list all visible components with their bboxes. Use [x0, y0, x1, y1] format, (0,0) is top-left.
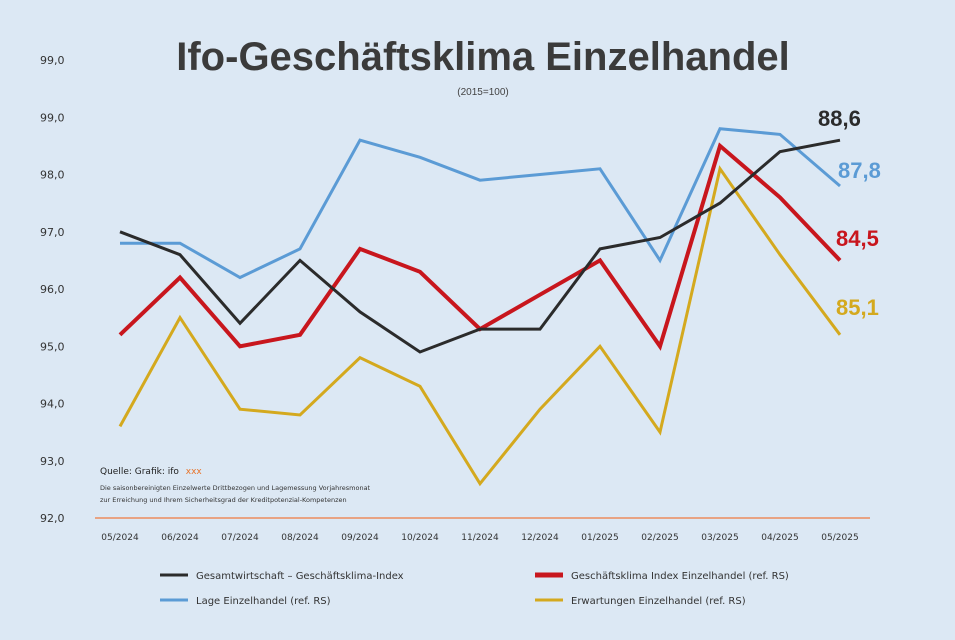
series-end-label: 85,1: [836, 295, 879, 320]
x-tick-label: 05/2024: [101, 533, 139, 543]
y-tick-label: 92,0: [40, 512, 65, 525]
legend-entry-label: Gesamtwirtschaft – Geschäftsklima-Index: [196, 571, 404, 582]
x-tick-label: 12/2024: [521, 533, 559, 543]
x-tick-label: 08/2024: [281, 533, 319, 543]
series-end-label: 84,5: [836, 226, 879, 251]
chart-title: Ifo-Geschäftsklima Einzelhandel: [176, 35, 790, 79]
x-tick-label: 05/2025: [821, 533, 858, 543]
x-tick-label: 07/2024: [221, 533, 259, 543]
series-end-label: 88,6: [818, 106, 861, 131]
chart-subtitle: (2015=100): [457, 87, 508, 98]
source-tag: xxx: [186, 467, 203, 477]
source-label: Quelle: Grafik: ifo xxx: [100, 467, 202, 477]
y-tick-label: 99,0: [40, 54, 65, 67]
series-line: [118, 165, 842, 487]
x-tick-label: 03/2025: [701, 533, 738, 543]
legend-entry-label: Geschäftsklima Index Einzelhandel (ref. …: [571, 571, 789, 582]
x-tick-label: 02/2025: [641, 533, 678, 543]
y-tick-label: 98,0: [40, 169, 65, 182]
y-tick-label: 96,0: [40, 283, 65, 296]
y-tick-label: 95,0: [40, 340, 65, 353]
y-tick-label: 93,0: [40, 455, 65, 468]
y-tick-label: 97,0: [40, 226, 65, 239]
x-tick-label: 10/2024: [401, 533, 439, 543]
x-tick-label: 04/2025: [761, 533, 798, 543]
note-line-2: zur Erreichung und Ihrem Sicherheitsgrad…: [100, 496, 347, 504]
series-end-label: 87,8: [838, 158, 881, 183]
series-line: [118, 142, 842, 351]
x-tick-label: 06/2024: [161, 533, 199, 543]
series-line: [120, 127, 841, 280]
y-tick-label: 99,0: [40, 111, 65, 124]
legend: Gesamtwirtschaft – Geschäftsklima-Index L…: [160, 571, 789, 607]
legend-entry-label: Lage Einzelhandel (ref. RS): [196, 596, 331, 607]
x-tick-label: 01/2025: [581, 533, 618, 543]
y-tick-label: 94,0: [40, 398, 65, 411]
note-line-1: Die saisonbereinigten Einzelwerte Drittb…: [100, 484, 371, 492]
legend-entry-label: Erwartungen Einzelhandel (ref. RS): [571, 596, 746, 607]
series-line: [119, 138, 841, 354]
x-tick-label: 11/2024: [461, 533, 499, 543]
x-tick-label: 09/2024: [341, 533, 379, 543]
